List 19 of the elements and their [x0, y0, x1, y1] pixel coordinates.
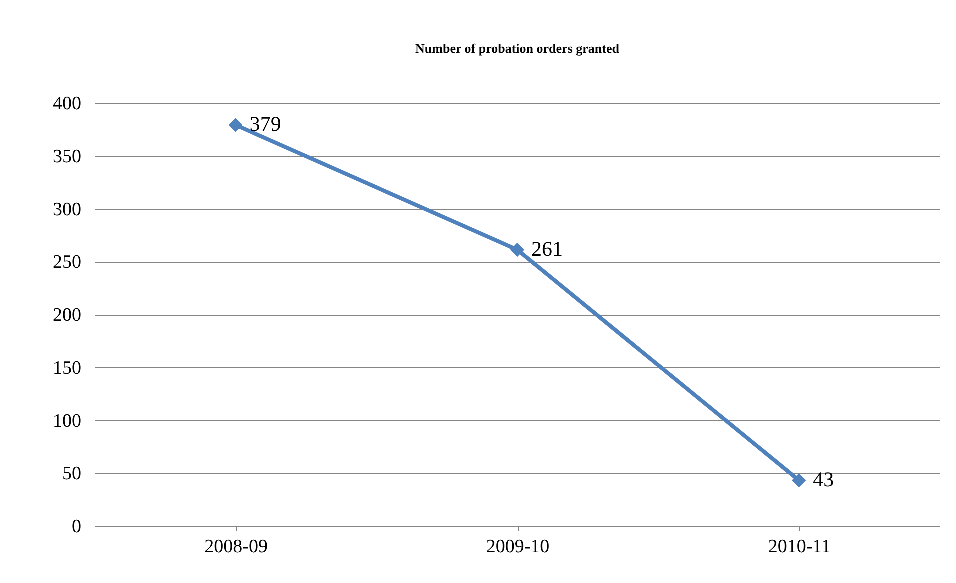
y-tick-label: 250 [53, 252, 82, 274]
data-label: 43 [813, 468, 834, 492]
x-tick-label: 2009-10 [486, 536, 550, 558]
y-tick-label: 50 [62, 464, 82, 485]
point [510, 242, 525, 258]
data-label: 261 [532, 236, 563, 261]
point [228, 118, 243, 132]
point [792, 473, 806, 488]
y-tick-label: 150 [53, 358, 82, 379]
y-tick-label: 200 [53, 305, 82, 326]
y-tick-label: 100 [53, 410, 82, 432]
y-tick-label: 350 [53, 146, 82, 168]
y-tick-label: 300 [53, 199, 82, 220]
x-tick-label: 2008-09 [204, 536, 268, 558]
data-label: 379 [250, 112, 282, 136]
y-tick-label: 400 [53, 94, 82, 114]
x-tick-label: 2010-11 [768, 536, 831, 558]
chart-title: Number of probation orders granted [416, 41, 620, 56]
y-tick-label: 0 [72, 516, 82, 538]
